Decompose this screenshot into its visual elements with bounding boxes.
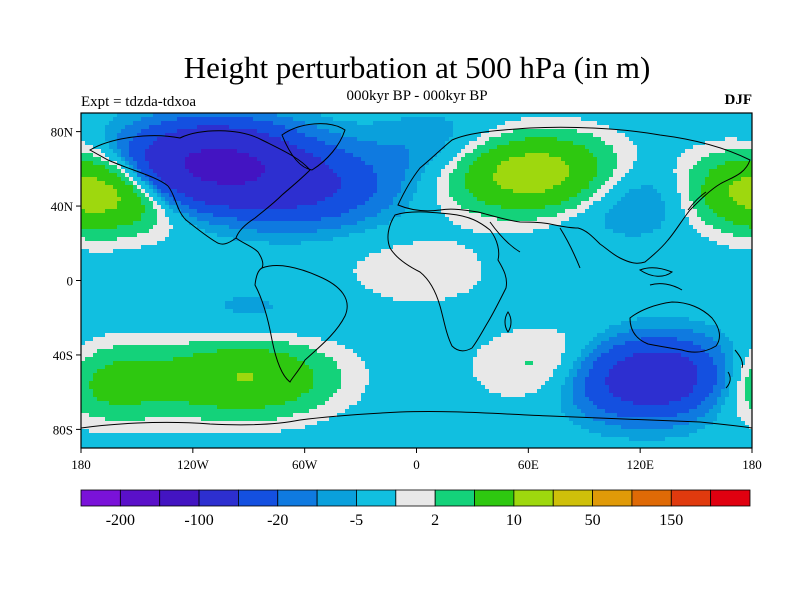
lon-tick-label: 180 xyxy=(71,457,91,472)
colorbar-swatch xyxy=(80,489,121,507)
colorbar-swatch xyxy=(513,489,554,507)
colorbar-swatch xyxy=(631,489,672,507)
lon-tick-label: 180 xyxy=(742,457,762,472)
colorbar-label: 2 xyxy=(431,512,439,529)
colorbar-swatch xyxy=(316,489,357,507)
colorbar-swatch xyxy=(198,489,239,507)
lon-tick-label: 120E xyxy=(626,457,654,472)
chart-subtitle: 000kyr BP - 000kyr BP xyxy=(346,88,488,104)
lon-tick-label: 0 xyxy=(413,457,420,472)
colorbar-swatch xyxy=(710,489,751,507)
colorbar-swatch xyxy=(395,489,436,507)
colorbar-label: -5 xyxy=(350,512,363,529)
colorbar-label: -100 xyxy=(184,512,213,529)
experiment-label: Expt = tdzda-tdxoa xyxy=(81,94,197,110)
colorbar-label: -20 xyxy=(267,512,288,529)
chart-title: Height perturbation at 500 hPa (in m) xyxy=(183,50,651,85)
colorbar-swatch xyxy=(670,489,712,507)
contour-field xyxy=(81,113,752,448)
lon-tick-label: 60E xyxy=(518,457,539,472)
lat-tick-label: 80S xyxy=(53,422,73,437)
colorbar-label: -200 xyxy=(106,512,135,529)
lat-tick-label: 80N xyxy=(51,125,74,140)
axis-ticks: 180 120W 60W 0 60E 120E 180 80N 40N 0 40S 80S xyxy=(51,125,762,472)
colorbar-label: 50 xyxy=(585,512,601,529)
colorbar-swatch xyxy=(434,489,475,507)
lon-tick-label: 60W xyxy=(292,457,318,472)
colorbar-swatch xyxy=(159,489,200,507)
colorbar-swatch xyxy=(238,489,279,507)
colorbar-swatch xyxy=(552,489,593,507)
season-label: DJF xyxy=(724,92,753,108)
colorbar-label: 10 xyxy=(506,512,522,529)
lat-tick-label: 0 xyxy=(67,274,74,289)
lon-tick-label: 120W xyxy=(177,457,210,472)
colorbar-swatch xyxy=(277,489,318,507)
colorbar-swatch xyxy=(474,489,515,507)
lat-tick-label: 40N xyxy=(51,199,74,214)
colorbar-label: 150 xyxy=(659,512,683,529)
coastlines xyxy=(81,123,752,429)
colorbar-swatch xyxy=(119,489,161,507)
colorbar-swatch xyxy=(592,489,633,507)
colorbar-swatch xyxy=(356,489,397,507)
lat-tick-label: 40S xyxy=(53,348,73,363)
colorbar: -200 -100 -20 -5 2 10 50 150 xyxy=(80,489,751,529)
